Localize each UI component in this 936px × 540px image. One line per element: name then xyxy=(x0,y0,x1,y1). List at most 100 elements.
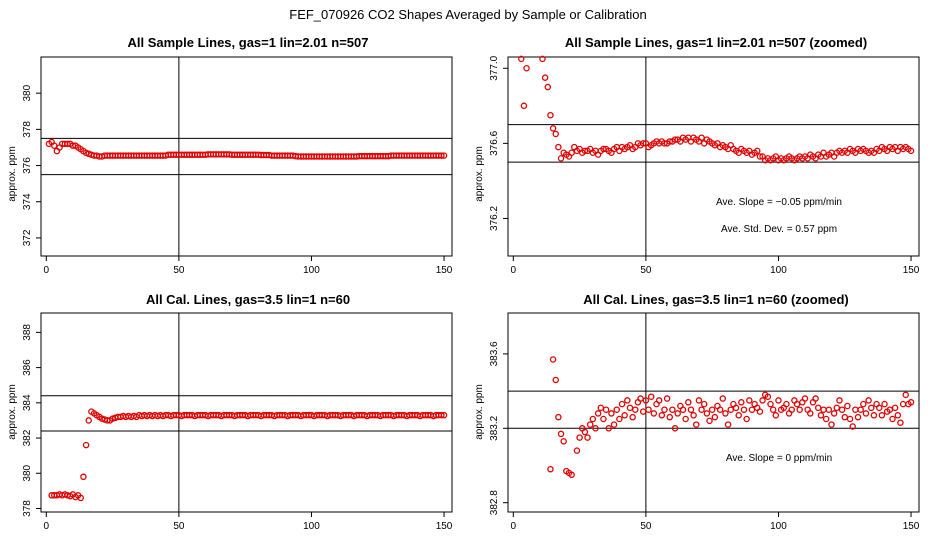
data-point xyxy=(655,397,663,404)
y-tick-label: 377.0 xyxy=(489,55,500,80)
data-point xyxy=(756,153,764,160)
data-point xyxy=(716,406,724,413)
data-point xyxy=(894,412,902,419)
x-tick-label: 150 xyxy=(436,265,453,276)
data-point xyxy=(523,65,530,72)
y-tick-label: 384 xyxy=(22,394,33,411)
data-point xyxy=(865,397,872,404)
data-point xyxy=(724,421,732,428)
data-point xyxy=(666,413,674,421)
plot-frame xyxy=(40,312,453,513)
data-point xyxy=(854,413,862,421)
data-point xyxy=(907,147,915,155)
data-point xyxy=(682,415,689,423)
data-point xyxy=(669,406,676,413)
panel-title: All Cal. Lines, gas=3.5 lin=1 n=60 (zoom… xyxy=(583,292,849,307)
annotation-ave-slope: Ave. Slope = −0.05 ppm/min xyxy=(716,197,842,208)
data-point xyxy=(793,400,801,408)
data-point xyxy=(746,397,753,404)
data-point xyxy=(621,412,628,419)
data-point xyxy=(581,147,589,155)
data-point xyxy=(626,404,634,412)
panel-title: All Sample Lines, gas=1 lin=2.01 n=507 (… xyxy=(565,35,867,50)
data-point xyxy=(764,393,772,400)
data-point xyxy=(838,406,846,413)
data-point xyxy=(589,415,597,423)
data-point xyxy=(440,411,448,419)
data-point xyxy=(690,412,697,419)
data-point xyxy=(796,406,803,413)
data-point xyxy=(624,397,631,404)
x-tick-label: 100 xyxy=(303,521,320,532)
data-point xyxy=(568,471,575,479)
y-tick-label: 380 xyxy=(22,84,33,101)
data-point xyxy=(661,406,668,413)
data-point xyxy=(700,400,708,408)
annotation-ave-slope: Ave. Slope = 0 ppm/min xyxy=(726,453,832,464)
data-point xyxy=(897,419,904,426)
data-point xyxy=(825,406,833,413)
data-point xyxy=(602,406,610,413)
data-point xyxy=(812,395,819,402)
data-point xyxy=(759,397,766,404)
data-point xyxy=(518,55,525,63)
data-point xyxy=(547,465,554,473)
y-tick-label: 376.2 xyxy=(489,206,500,231)
data-point xyxy=(581,428,589,436)
data-point xyxy=(77,494,85,502)
data-point xyxy=(814,404,822,412)
data-point xyxy=(844,402,851,410)
y-tick-label: 382 xyxy=(22,429,33,446)
panel-title: All Sample Lines, gas=1 lin=2.01 n=507 xyxy=(128,35,369,50)
y-axis-label: approx. ppm xyxy=(7,146,18,202)
data-point xyxy=(647,393,655,400)
plot-area: 0 50 100 150 378 380 382 384 386 388 xyxy=(22,312,453,532)
data-point xyxy=(695,397,703,404)
data-point xyxy=(671,425,679,432)
data-point xyxy=(841,413,849,421)
y-tick-label: 376 xyxy=(22,157,33,174)
data-point xyxy=(658,412,666,419)
data-point xyxy=(639,408,647,415)
data-point xyxy=(610,421,618,428)
data-point xyxy=(767,400,774,408)
data-point xyxy=(573,447,581,454)
plot-frame xyxy=(40,56,453,257)
x-tick-label: 150 xyxy=(903,265,920,276)
data-point xyxy=(817,412,825,419)
data-point xyxy=(608,410,615,417)
data-point xyxy=(629,413,636,421)
data-point xyxy=(754,147,761,155)
data-point xyxy=(727,406,734,413)
data-point xyxy=(836,397,843,404)
plot-area: 0 50 100 150 376.2 376.6 377.0 xyxy=(489,55,920,276)
x-tick-label: 0 xyxy=(44,521,50,532)
y-tick-label: 388 xyxy=(22,324,33,341)
data-point xyxy=(597,404,605,412)
data-point xyxy=(756,408,764,415)
y-axis-label: approx. ppm xyxy=(7,384,18,440)
data-point xyxy=(438,411,445,419)
data-point xyxy=(552,376,559,384)
data-point xyxy=(661,140,668,147)
data-point xyxy=(650,410,658,417)
y-tick-label: 386 xyxy=(22,359,33,376)
data-point xyxy=(801,395,809,402)
panel-sample-lines: All Sample Lines, gas=1 lin=2.01 n=507 a… xyxy=(7,35,453,276)
panel-cal-lines-zoomed: All Cal. Lines, gas=3.5 lin=1 n=60 (zoom… xyxy=(474,292,920,532)
data-point xyxy=(637,395,644,402)
plot-area: 0 50 100 150 372 374 376 378 380 xyxy=(22,56,453,276)
data-point xyxy=(735,412,742,419)
x-tick-label: 0 xyxy=(511,521,517,532)
data-point xyxy=(666,138,674,145)
data-point xyxy=(568,149,575,156)
x-tick-label: 50 xyxy=(640,265,652,276)
data-point xyxy=(878,412,886,419)
data-point xyxy=(719,395,727,402)
annotation-ave-std-dev: Ave. Std. Dev. = 0.57 ppm xyxy=(721,224,837,235)
data-point xyxy=(846,415,854,423)
data-point xyxy=(576,434,583,441)
data-point xyxy=(833,404,841,412)
data-point xyxy=(600,145,607,153)
